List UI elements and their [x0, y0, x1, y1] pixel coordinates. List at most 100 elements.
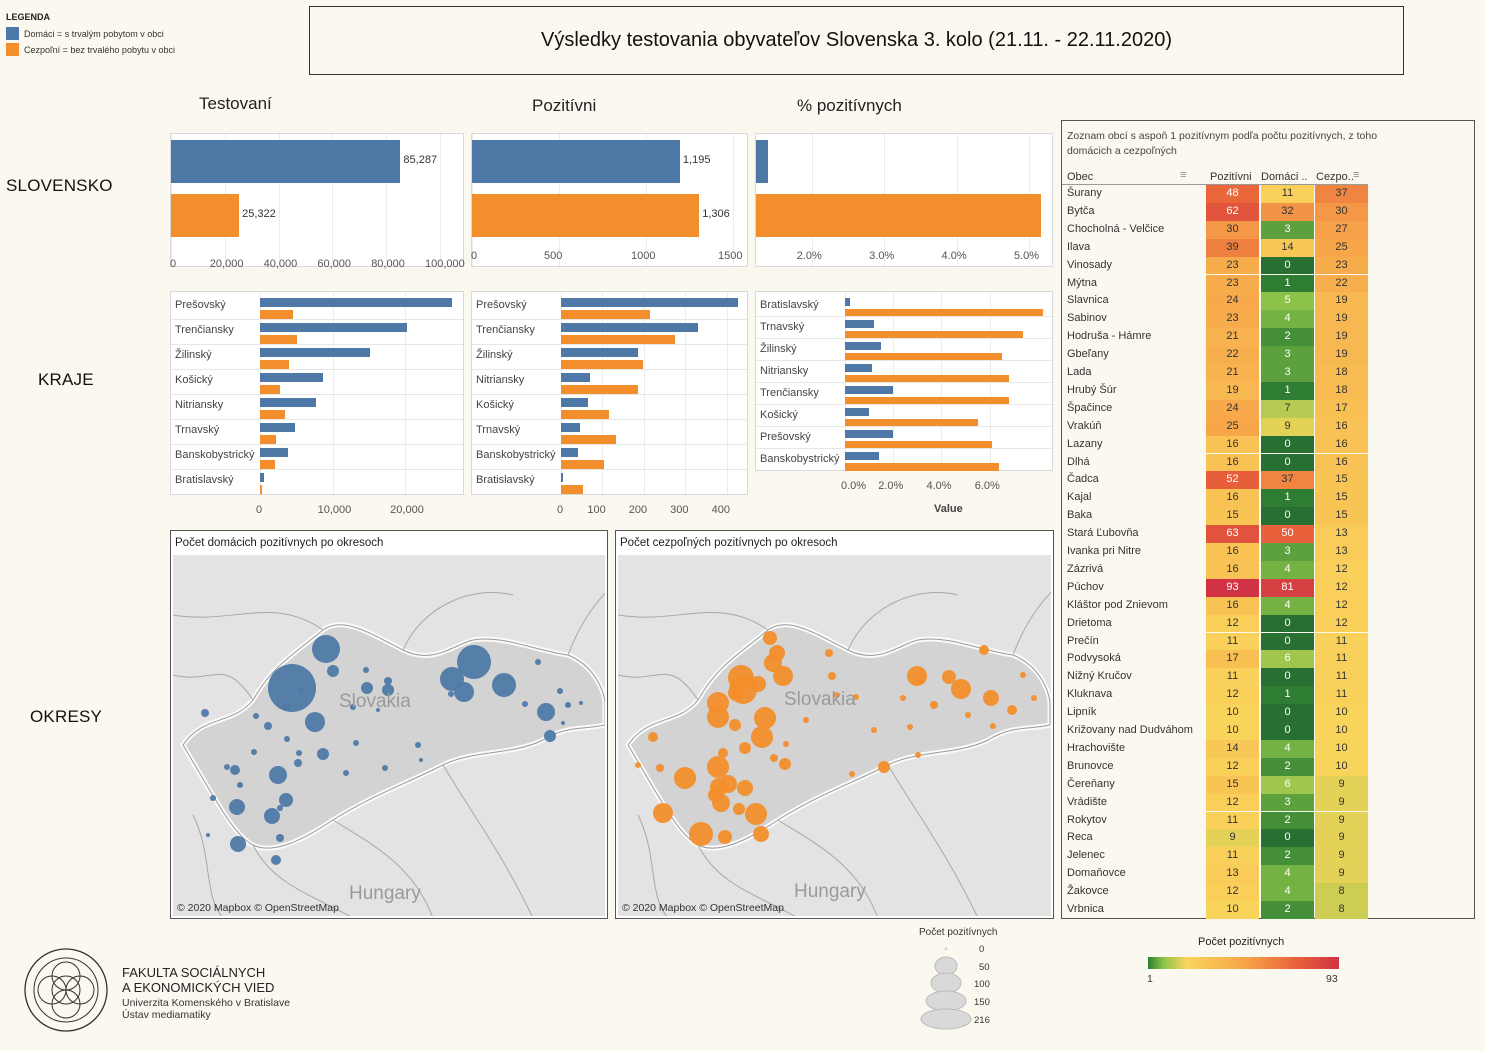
- bar-cezpolni[interactable]: [845, 397, 1010, 405]
- district-bubble[interactable]: [719, 775, 737, 793]
- table-row[interactable]: Jelenec 11 2 9: [1062, 847, 1368, 866]
- district-bubble[interactable]: [979, 645, 989, 655]
- district-bubble[interactable]: [361, 682, 373, 694]
- district-bubble[interactable]: [298, 687, 304, 693]
- sort-icon-obec[interactable]: ≡: [1180, 169, 1187, 181]
- header-domaci[interactable]: Domáci ..: [1261, 171, 1308, 183]
- bar-cezpolni[interactable]: [845, 463, 1000, 471]
- table-row[interactable]: Lipník 10 0 10: [1062, 704, 1368, 722]
- bar-cezpolni[interactable]: [260, 335, 298, 344]
- table-row[interactable]: Čereňany 15 6 9: [1062, 775, 1368, 794]
- table-row[interactable]: Žakovce 12 4 8: [1062, 883, 1368, 901]
- bar-domaci[interactable]: [260, 398, 316, 407]
- municipality-table[interactable]: Zoznam obcí s aspoň 1 pozitívnym podľa p…: [1061, 120, 1475, 919]
- bar-domaci[interactable]: [845, 298, 850, 306]
- district-bubble[interactable]: [230, 765, 240, 775]
- table-row[interactable]: Šurany 48 11 37: [1062, 185, 1368, 203]
- district-bubble[interactable]: [579, 701, 583, 705]
- district-bubble[interactable]: [707, 706, 729, 728]
- district-bubble[interactable]: [448, 691, 454, 697]
- bar-cezpolni[interactable]: [561, 485, 583, 494]
- district-bubble[interactable]: [635, 762, 641, 768]
- bar-cezpolni[interactable]: [260, 310, 294, 319]
- bar-cezpolni[interactable]: [561, 410, 610, 419]
- table-row[interactable]: Prečín 11 0 11: [1062, 632, 1368, 651]
- bar-domaci[interactable]: [260, 473, 265, 482]
- district-bubble[interactable]: [942, 670, 956, 684]
- district-bubble[interactable]: [916, 676, 924, 684]
- district-bubble[interactable]: [770, 754, 778, 762]
- table-row[interactable]: Reca 9 0 9: [1062, 829, 1368, 848]
- district-bubble[interactable]: [230, 836, 246, 852]
- district-bubble[interactable]: [535, 659, 541, 665]
- district-bubble[interactable]: [544, 730, 556, 742]
- district-bubble[interactable]: [317, 748, 329, 760]
- table-row[interactable]: Mýtna 23 1 22: [1062, 274, 1368, 293]
- map-domaci-canvas[interactable]: Slovakia Hungary © 2020 Mapbox © OpenStr…: [173, 555, 605, 916]
- bar-cezpolni[interactable]: [561, 385, 638, 394]
- map-domaci-copyright[interactable]: © 2020 Mapbox © OpenStreetMap: [177, 902, 339, 914]
- district-bubble[interactable]: [779, 758, 791, 770]
- district-bubble[interactable]: [707, 756, 729, 778]
- district-bubble[interactable]: [1020, 672, 1026, 678]
- district-bubble[interactable]: [565, 702, 571, 708]
- table-row[interactable]: Rokytov 11 2 9: [1062, 811, 1368, 830]
- district-bubble[interactable]: [965, 712, 971, 718]
- bar-domaci[interactable]: [845, 386, 894, 394]
- bar-domaci[interactable]: [561, 398, 588, 407]
- table-row[interactable]: Hrubý Šúr 19 1 18: [1062, 381, 1368, 400]
- district-bubble[interactable]: [363, 667, 369, 673]
- table-row[interactable]: Brunovce 12 2 10: [1062, 757, 1368, 776]
- district-bubble[interactable]: [648, 732, 658, 742]
- district-bubble[interactable]: [803, 717, 809, 723]
- table-row[interactable]: Púchov 93 81 12: [1062, 578, 1368, 597]
- district-bubble[interactable]: [745, 803, 767, 825]
- table-row[interactable]: Chocholná - Velčice 30 3 27: [1062, 220, 1368, 239]
- district-bubble[interactable]: [279, 793, 293, 807]
- district-bubble[interactable]: [384, 677, 392, 685]
- district-bubble[interactable]: [1007, 705, 1017, 715]
- district-bubble[interactable]: [990, 723, 996, 729]
- bar-domaci[interactable]: [561, 423, 580, 432]
- district-bubble[interactable]: [753, 826, 769, 842]
- table-row[interactable]: Zázrivá 16 4 12: [1062, 560, 1368, 579]
- district-bubble[interactable]: [382, 684, 394, 696]
- district-bubble[interactable]: [834, 692, 840, 698]
- bar-cezpolni[interactable]: [260, 485, 263, 494]
- sort-icon-cezpo[interactable]: ≡: [1353, 169, 1360, 181]
- district-bubble[interactable]: [350, 704, 356, 710]
- table-row[interactable]: Ivanka pri Nitre 16 3 13: [1062, 543, 1368, 561]
- district-bubble[interactable]: [284, 736, 290, 742]
- bar-domaci[interactable]: [756, 140, 769, 183]
- map-domaci-svg[interactable]: [173, 555, 605, 916]
- district-bubble[interactable]: [206, 833, 210, 837]
- table-row[interactable]: Križovany nad Dudváhom 10 0 10: [1062, 722, 1368, 740]
- bar-cezpolni[interactable]: [561, 460, 604, 469]
- district-bubble[interactable]: [737, 780, 753, 796]
- district-bubble[interactable]: [750, 676, 766, 692]
- district-bubble[interactable]: [900, 695, 906, 701]
- district-bubble[interactable]: [269, 766, 287, 784]
- table-row[interactable]: Drietoma 12 0 12: [1062, 614, 1368, 633]
- district-bubble[interactable]: [728, 685, 744, 701]
- district-bubble[interactable]: [907, 666, 927, 686]
- bar-domaci[interactable]: [260, 423, 295, 432]
- district-bubble[interactable]: [522, 701, 528, 707]
- district-bubble[interactable]: [229, 799, 245, 815]
- district-bubble[interactable]: [264, 808, 280, 824]
- district-bubble[interactable]: [773, 666, 793, 686]
- bar-cezpolni[interactable]: [171, 194, 240, 237]
- district-bubble[interactable]: [763, 631, 777, 645]
- bar-domaci[interactable]: [260, 348, 371, 357]
- district-bubble[interactable]: [907, 724, 913, 730]
- district-bubble[interactable]: [382, 765, 388, 771]
- district-bubble[interactable]: [305, 712, 325, 732]
- district-bubble[interactable]: [415, 742, 421, 748]
- district-bubble[interactable]: [492, 673, 516, 697]
- bar-domaci[interactable]: [845, 342, 882, 350]
- map-domaci[interactable]: Počet domácich pozitívnych po okresoch S…: [170, 530, 608, 919]
- district-bubble[interactable]: [327, 665, 339, 677]
- bar-cezpolni[interactable]: [260, 410, 286, 419]
- bar-domaci[interactable]: [260, 298, 453, 307]
- district-bubble[interactable]: [276, 834, 284, 842]
